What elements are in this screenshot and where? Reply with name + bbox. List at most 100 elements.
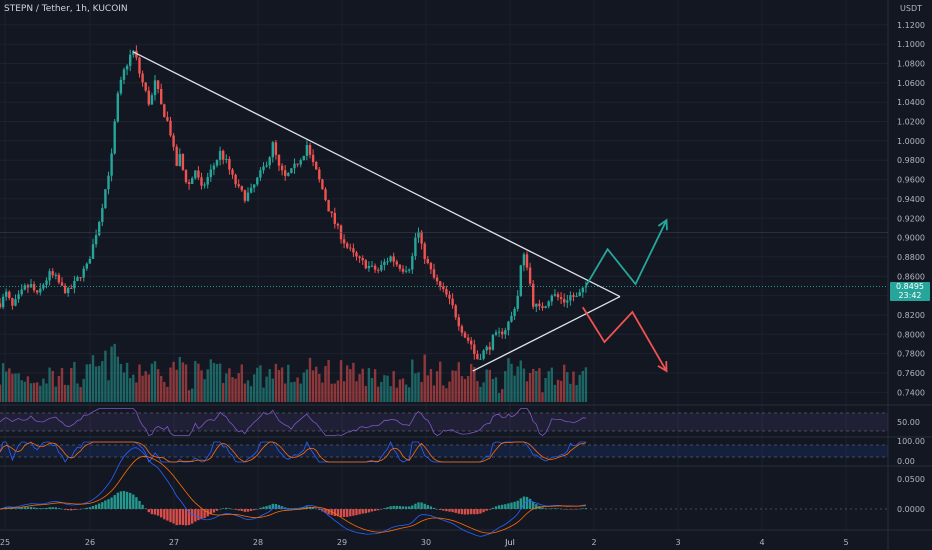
macd-histogram-bar [305,506,309,509]
volume-bar [566,372,569,402]
macd-histogram-bar [104,500,107,509]
candle-body [293,163,296,169]
volume-bar [181,362,185,402]
volume-bar [26,376,30,402]
volume-bar [79,387,82,402]
time-tick-label: 29 [337,538,347,547]
volume-bar [423,354,426,402]
candle-body [11,298,14,306]
candle-body [370,265,374,267]
volume-bar [584,367,588,402]
macd-histogram-bar [287,508,290,509]
candle-body [525,254,529,268]
volume-bar [333,383,336,402]
candle-body [29,284,33,288]
price-tick-label: 0.9800 [897,156,925,165]
volume-bar [73,361,76,402]
macd-histogram-bar [311,507,315,509]
volume-bar [578,374,581,402]
macd-histogram-bar [566,509,569,510]
macd-histogram-bar [181,509,185,526]
macd-histogram-bar [113,495,116,509]
candle-body [373,265,377,270]
candle-body [426,259,429,263]
candle-body [408,269,411,271]
macd-histogram-bar [67,509,70,511]
candle-body [57,274,61,283]
volume-bar [51,370,54,402]
volume-bar [91,355,95,402]
volume-bar [132,374,135,402]
volume-bar [256,367,259,402]
volume-bar [287,364,290,402]
bullish-projection-path [585,219,668,287]
candle-body [101,208,104,222]
macd-histogram-bar [519,498,522,509]
candle-body [225,158,228,160]
time-tick-label: 25 [0,538,10,547]
candle-body [197,170,200,178]
candle-body [70,287,73,289]
macd-histogram-bar [439,509,442,510]
volume-bar [439,361,442,402]
candle-body [572,295,575,297]
price-unit: USDT [900,4,922,13]
candle-body [330,211,333,213]
macd-histogram-bar [231,508,234,510]
macd-histogram-bar [98,503,101,509]
candle-body [163,104,166,118]
volume-bar [572,371,575,402]
candle-body [442,286,445,290]
candle-body [476,353,479,360]
candle-body [218,150,222,160]
volume-bar [296,377,299,402]
candle-body [336,223,340,226]
volume-bar [367,368,371,402]
volume-bar [442,385,445,402]
candle-body [485,346,488,351]
candle-body [563,299,566,303]
macd-histogram-bar [203,509,206,519]
candle-body [166,117,169,121]
candle-body [228,158,231,170]
candle-body [51,271,54,276]
candle-body [432,269,436,278]
volume-bar [119,363,123,402]
macd-histogram-bar [70,509,73,511]
volume-bar [184,364,188,402]
volume-bar [364,385,367,402]
macd-histogram-bar [386,507,389,509]
rsi-band [0,413,888,431]
candle-body [445,289,448,295]
macd-histogram-bar [169,509,172,523]
volume-bar [54,386,57,402]
volume-bar [234,378,237,402]
volume-bar [23,381,26,402]
candle-body [181,153,185,170]
volume-bar [228,368,231,402]
candle-body [203,184,206,186]
macd-histogram-bar [485,509,488,511]
volume-bar [135,382,138,402]
price-tick-label: 1.1200 [897,21,925,30]
candle-body [246,192,250,201]
candle-body [398,264,402,269]
volume-bar [138,364,141,402]
macd-histogram-bar [147,509,150,513]
upper-trendline [133,51,621,298]
candle-body [380,265,383,271]
candle-body [386,261,389,263]
volume-bar [451,370,454,402]
candle-body [488,346,491,350]
volume-bar [231,377,234,402]
macd-histogram-bar [172,509,175,524]
price-tick-label: 0.9600 [897,176,925,185]
macd-histogram-bar [132,494,135,509]
macd-histogram-bar [457,509,460,514]
macd-histogram-bar [470,509,473,515]
candle-body [234,174,237,185]
macd-histogram-bar [479,509,482,514]
volume-bar [243,383,247,402]
volume-bar [36,382,39,402]
candle-body [187,182,191,184]
